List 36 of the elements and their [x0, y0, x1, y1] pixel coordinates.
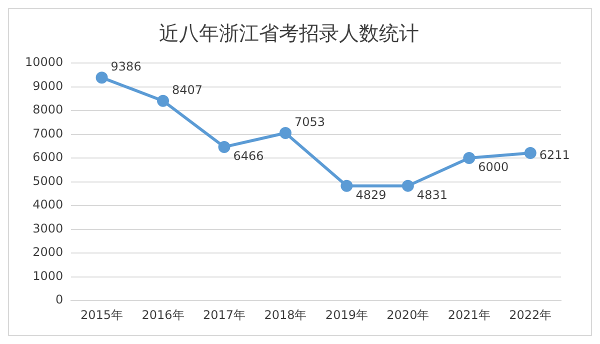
y-tick-label: 5000	[32, 174, 64, 188]
y-tick-label: 4000	[32, 198, 64, 212]
data-label: 7053	[294, 115, 326, 130]
y-tick-label: 1000	[32, 268, 64, 283]
x-tick-label: 2016年	[142, 308, 184, 322]
chart-title: 近八年浙江省考招录人数统计	[159, 21, 419, 46]
x-tick-label: 2022年	[509, 308, 552, 322]
y-tick-label: 10000	[24, 55, 64, 70]
data-label: 6000	[478, 160, 509, 174]
x-tick-label: 2021年	[448, 308, 490, 322]
point	[96, 72, 108, 84]
data-label: 8407	[172, 82, 203, 97]
data-label: 4829	[356, 188, 386, 202]
data-label: 9386	[110, 60, 142, 74]
y-tick-label: 9000	[32, 78, 64, 93]
y-tick-label: 3000	[32, 221, 64, 236]
x-tick-label: 2018年	[264, 308, 307, 322]
x-tick-label: 2015年	[80, 308, 124, 322]
data-label: 6466	[233, 149, 264, 164]
point	[340, 180, 353, 192]
point	[463, 152, 476, 164]
y-tick-label: 7000	[32, 126, 64, 140]
point	[524, 147, 536, 160]
data-label: 4831	[416, 188, 448, 202]
point	[157, 94, 170, 107]
point	[279, 127, 292, 140]
point	[402, 180, 414, 192]
y-tick-label: 6000	[32, 150, 64, 164]
x-tick-label: 2020年	[386, 308, 430, 322]
y-tick-label: 8000	[32, 102, 64, 117]
x-tick-label: 2019年	[325, 308, 368, 322]
x-tick-label: 2017年	[202, 308, 246, 322]
point	[218, 140, 230, 153]
data-label: 6211	[539, 148, 570, 162]
y-tick-label: 0	[56, 292, 64, 307]
y-tick-label: 2000	[32, 245, 64, 260]
